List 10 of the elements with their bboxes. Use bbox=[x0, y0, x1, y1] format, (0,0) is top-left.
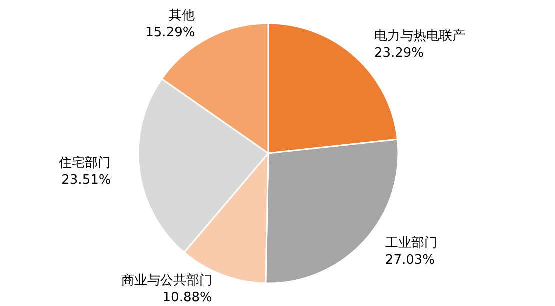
slice-label: 电力与热电联产 bbox=[374, 29, 466, 44]
data-label: 15.29% bbox=[146, 25, 196, 40]
slice-label: 工业部门 bbox=[385, 234, 438, 251]
data-label: 23.51% bbox=[62, 173, 112, 188]
data-label: 10.88% bbox=[162, 290, 212, 306]
data-label: 27.03% bbox=[385, 252, 436, 268]
data-label: 23.29% bbox=[374, 46, 424, 62]
slice-label: 其他 bbox=[169, 8, 196, 24]
slice-label: 住宅部门 bbox=[58, 155, 112, 172]
slice-label: 商业与公共部门 bbox=[121, 272, 212, 289]
